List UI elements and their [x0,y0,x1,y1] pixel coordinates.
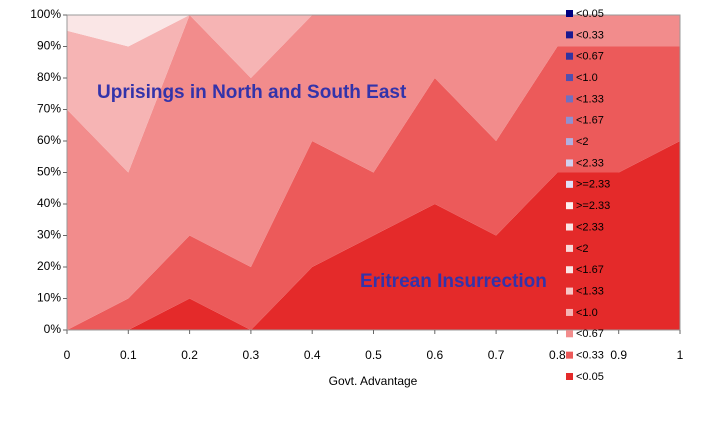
legend-marker [566,95,573,103]
legend-label: <0.05 [576,371,604,383]
legend-label: <1.0 [576,72,598,84]
legend-marker [566,159,573,167]
area [67,15,680,173]
x-tick-label: 0.5 [365,348,382,362]
y-tick-label: 70% [37,102,61,116]
legend-label: <1.67 [576,264,604,276]
annotation: Eritrean Insurrection [360,271,547,292]
legend-label: <0.05 [576,8,604,20]
annotation: Uprisings in North and South East [97,82,407,103]
legend-label: <0.67 [576,328,604,340]
legend-marker [566,52,573,60]
legend-marker [566,244,573,252]
legend-marker [566,180,573,188]
legend-label: <2.33 [576,157,604,169]
legend-marker [566,308,573,316]
legend-label: >=2.33 [576,200,610,212]
x-tick-label: 0.4 [304,348,321,362]
legend-marker [566,116,573,124]
legend-label: <1.33 [576,93,604,105]
y-tick-label: 80% [37,70,61,84]
x-tick-label: 0 [64,348,71,362]
legend-marker [566,223,573,231]
y-tick-label: 40% [37,196,61,210]
x-tick-label: 1 [677,348,684,362]
legend-marker [566,266,573,274]
legend-marker [566,31,573,39]
y-tick-label: 10% [37,291,61,305]
y-tick-label: 100% [30,7,61,21]
legend-marker [566,202,573,210]
x-tick-label: 0.8 [549,348,566,362]
legend-label: <2 [576,243,589,255]
x-tick-label: 0.1 [120,348,137,362]
legend-marker [566,373,573,380]
area [67,46,680,330]
legend-marker [566,287,573,295]
y-tick-label: 50% [37,165,61,179]
area [67,15,680,47]
y-tick-label: 30% [37,228,61,242]
legend-marker [566,138,573,146]
x-tick-label: 0.2 [181,348,198,362]
y-tick-label: 90% [37,39,61,53]
y-tick-label: 20% [37,259,61,273]
legend-marker [566,330,573,338]
y-tick-label: 60% [37,133,61,147]
legend-label: <1.0 [576,307,598,319]
legend-label: <1.67 [576,115,604,127]
area [67,15,680,330]
legend-label: <0.33 [576,350,604,362]
legend-label: <2.33 [576,221,604,233]
legend-marker [566,74,573,82]
legend-label: <1.33 [576,285,604,297]
x-axis-label: Govt. Advantage [329,374,418,388]
x-tick-label: 0.9 [610,348,627,362]
legend-label: <0.33 [576,29,604,41]
legend-label: <0.67 [576,51,604,63]
legend-label: <2 [576,136,589,148]
x-tick-label: 0.6 [426,348,443,362]
x-tick-label: 0.3 [243,348,260,362]
plot: 0% 10% 20% 30% 40% 50% 60% 70% 80% 90% 100% 0 0.1 0.2… [30,7,683,362]
legend-label: >=2.33 [576,179,610,191]
y-tick-label: 0% [44,322,62,336]
legend-marker [566,10,573,17]
legend: <0.05 <0.33 <0.67 <1.0 <1.33 <1.67 <2 <2.33 >=2.… [566,8,610,383]
legend-marker [566,351,573,359]
x-tick-label: 0.7 [488,348,505,362]
